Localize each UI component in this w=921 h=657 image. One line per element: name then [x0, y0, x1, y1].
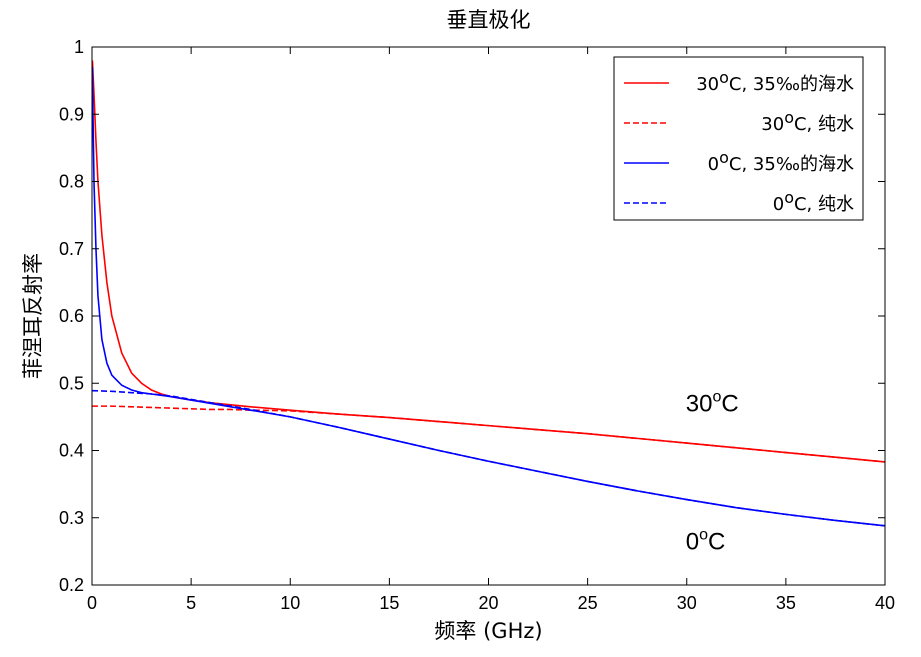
- x-axis-title: 频率 (GHz): [434, 619, 542, 643]
- y-tick-label: 0.2: [59, 575, 84, 595]
- x-tick-label: 30: [677, 593, 697, 613]
- legend-entry-2: 0oC, 35‰的海水: [708, 148, 854, 175]
- y-axis-title: 菲涅耳反射率: [21, 253, 45, 379]
- y-tick-label: 0.6: [59, 306, 84, 326]
- annotation-1: 0oC: [686, 526, 726, 555]
- legend: 30oC, 35‰的海水 30oC, 纯水 0oC, 35‰的海水 0oC, 纯水: [613, 56, 864, 221]
- y-tick-label: 0.3: [59, 508, 84, 528]
- axis-ticks: 0 5 10 15 20 25 30 35 40 0.2 0.3 0.4 0.5 0.6 0.7 0.8 0.9…: [59, 37, 895, 613]
- y-tick-label: 0.7: [59, 239, 84, 259]
- x-tick-label: 15: [379, 593, 399, 613]
- chart-title: 垂直极化: [447, 8, 531, 32]
- x-tick-label: 5: [186, 593, 196, 613]
- x-tick-label: 20: [478, 593, 498, 613]
- y-tick-label: 0.4: [59, 441, 84, 461]
- legend-entry-0: 30oC, 35‰的海水: [696, 68, 854, 95]
- series-line-3: [91, 389, 886, 527]
- x-tick-label: 10: [280, 593, 300, 613]
- x-tick-label: 25: [578, 593, 598, 613]
- y-tick-label: 0.8: [59, 172, 84, 192]
- x-tick-label: 35: [776, 593, 796, 613]
- legend-box: [613, 56, 864, 221]
- series-line-1: [92, 405, 886, 463]
- y-tick-label: 1: [74, 37, 84, 57]
- legend-entry-1: 30oC, 纯水: [761, 108, 854, 135]
- y-tick-label: 0.9: [59, 104, 84, 124]
- annotation-0: 30oC: [686, 388, 739, 417]
- legend-entry-3: 0oC, 纯水: [773, 188, 854, 215]
- y-tick-label: 0.5: [59, 373, 84, 393]
- x-tick-label: 40: [875, 593, 895, 613]
- plot-area: [91, 60, 886, 527]
- annotations: 30oC 0oC: [686, 388, 739, 555]
- x-tick-label: 0: [87, 593, 97, 613]
